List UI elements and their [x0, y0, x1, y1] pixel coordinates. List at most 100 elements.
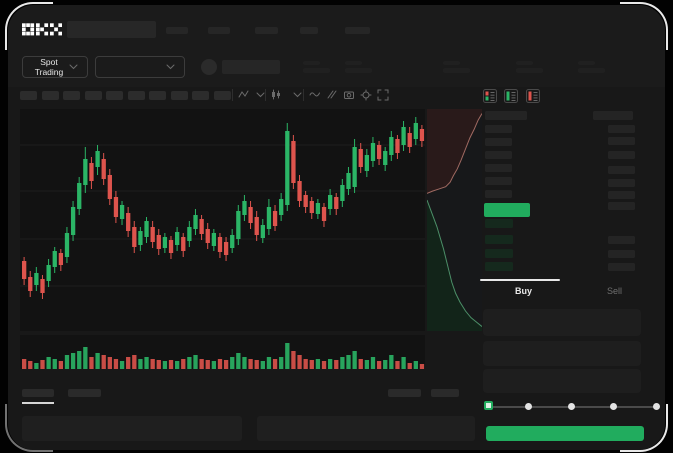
nav-item-placeholder[interactable]: [255, 27, 278, 34]
chevron-down-icon[interactable]: [254, 88, 268, 102]
stat-value-placeholder: [516, 68, 543, 73]
stat-label-placeholder: [303, 61, 320, 65]
candlestick-chart[interactable]: [20, 109, 425, 331]
orderbook-asks-view-icon[interactable]: [526, 89, 540, 103]
bottom-tab-placeholder[interactable]: [68, 389, 101, 397]
order-input-placeholder[interactable]: [483, 309, 641, 336]
ask-row-placeholder[interactable]: [485, 125, 512, 133]
ask-row-placeholder[interactable]: [485, 138, 512, 146]
bottom-active-tab-indicator: [22, 402, 54, 404]
orderbook-total-placeholder: [608, 179, 635, 187]
orderbook-total-placeholder: [608, 263, 635, 271]
orderbook-total-placeholder: [608, 137, 635, 145]
order-input-placeholder[interactable]: [483, 341, 641, 366]
toolbar-placeholder[interactable]: [149, 91, 166, 100]
toolbar-divider: [265, 89, 266, 101]
last-price-bar[interactable]: [484, 203, 530, 217]
candle-style-icon[interactable]: [269, 88, 283, 102]
buy-submit-button[interactable]: [486, 426, 644, 441]
device-frame: Spot Trading: [8, 5, 665, 450]
market-type-label: Spot Trading: [34, 57, 64, 77]
slider-stop-dot[interactable]: [525, 403, 532, 410]
bottom-action-placeholder[interactable]: [388, 389, 421, 397]
orderbook-split-view-icon[interactable]: [483, 89, 497, 103]
settings-icon[interactable]: [359, 88, 373, 102]
bottom-tab-placeholder[interactable]: [22, 389, 54, 397]
nav-wide-placeholder: [67, 21, 156, 38]
orderbook-total-placeholder: [608, 250, 635, 258]
bid-row-placeholder[interactable]: [485, 219, 513, 228]
market-toolbar: Spot Trading: [8, 51, 665, 87]
bid-row-placeholder[interactable]: [485, 262, 513, 271]
orderbook-total-placeholder: [608, 125, 635, 133]
toolbar-placeholder[interactable]: [84, 91, 102, 100]
orderbook-total-placeholder: [608, 236, 635, 244]
ask-row-placeholder[interactable]: [485, 164, 512, 172]
nav-item-placeholder[interactable]: [300, 27, 318, 34]
stat-value-placeholder: [345, 68, 372, 73]
camera-icon[interactable]: [342, 88, 356, 102]
stat-label-placeholder: [578, 61, 595, 65]
orderbook-total-placeholder: [608, 202, 635, 210]
stat-value-placeholder: [578, 68, 605, 73]
chevron-down-icon: [68, 61, 80, 73]
depth-chart[interactable]: [427, 109, 482, 331]
orderbook-total-placeholder: [608, 191, 635, 199]
ask-row-placeholder[interactable]: [485, 151, 512, 159]
toolbar-placeholder[interactable]: [127, 91, 145, 100]
toolbar-divider: [303, 89, 304, 101]
indicator-icon[interactable]: [237, 88, 251, 102]
toolbar-placeholder[interactable]: [192, 91, 209, 100]
wave-icon[interactable]: [308, 88, 322, 102]
toolbar-placeholder[interactable]: [41, 91, 59, 100]
tab-sell[interactable]: Sell: [606, 286, 622, 296]
orderbook-total-placeholder: [608, 166, 635, 174]
nav-item-placeholder[interactable]: [345, 27, 370, 34]
volume-bars[interactable]: [20, 335, 425, 369]
chevron-down-icon: [165, 61, 177, 73]
chart-toolbar: [8, 87, 665, 111]
stat-label-placeholder: [345, 61, 362, 65]
amount-slider-handle[interactable]: [484, 401, 493, 410]
top-nav: [8, 5, 665, 51]
draw-tool-icon[interactable]: [325, 88, 339, 102]
bid-row-placeholder[interactable]: [485, 249, 513, 258]
slider-stop-dot[interactable]: [610, 403, 617, 410]
trade-panel: Buy Sell: [478, 273, 660, 449]
toolbar-placeholder[interactable]: [213, 91, 231, 100]
stat-label-placeholder: [516, 61, 533, 65]
orderbook-header-placeholder: [593, 111, 633, 120]
order-input-placeholder[interactable]: [483, 369, 641, 393]
order-book: [478, 89, 660, 273]
toolbar-placeholder[interactable]: [20, 91, 37, 100]
fullscreen-icon[interactable]: [376, 88, 390, 102]
tab-buy[interactable]: Buy: [514, 286, 532, 296]
bottom-action-placeholder[interactable]: [431, 389, 459, 397]
bottom-content-placeholder: [22, 416, 242, 441]
toolbar-divider: [232, 89, 233, 101]
bottom-content-placeholder: [257, 416, 475, 441]
toolbar-placeholder[interactable]: [63, 91, 80, 100]
pair-selector[interactable]: [95, 56, 185, 78]
bid-row-placeholder[interactable]: [485, 235, 513, 244]
okx-logo[interactable]: [22, 22, 62, 37]
slider-stop-dot[interactable]: [652, 403, 660, 410]
ask-row-placeholder[interactable]: [485, 177, 512, 185]
ask-row-placeholder[interactable]: [485, 190, 512, 198]
stat-label-placeholder: [443, 61, 460, 65]
stat-value-placeholder: [303, 68, 330, 73]
toolbar-placeholder[interactable]: [106, 91, 123, 100]
orderbook-total-placeholder: [608, 151, 635, 159]
nav-item-placeholder[interactable]: [166, 27, 188, 34]
active-tab-indicator: [480, 279, 560, 281]
market-type-selector[interactable]: Spot Trading: [22, 56, 88, 78]
orderbook-bids-view-icon[interactable]: [504, 89, 518, 103]
coin-icon: [201, 59, 217, 75]
toolbar-placeholder[interactable]: [170, 91, 188, 100]
slider-stop-dot[interactable]: [567, 403, 575, 410]
chevron-down-icon[interactable]: [291, 88, 305, 102]
pair-name-placeholder: [222, 60, 280, 74]
stat-value-placeholder: [443, 68, 470, 73]
orderbook-header-placeholder: [485, 111, 527, 120]
nav-item-placeholder[interactable]: [208, 27, 230, 34]
